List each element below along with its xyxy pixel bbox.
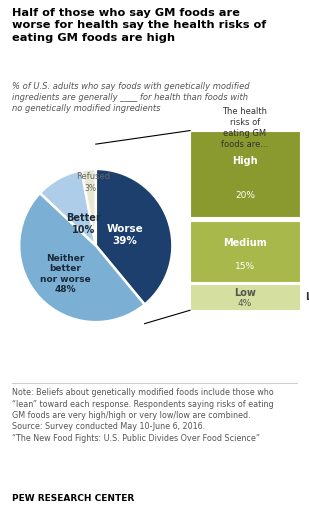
Wedge shape	[40, 170, 96, 246]
Wedge shape	[82, 169, 96, 246]
Text: 4%: 4%	[238, 299, 252, 308]
Text: 20%: 20%	[235, 191, 255, 200]
Text: Better
10%: Better 10%	[67, 213, 101, 235]
Bar	[190, 222, 300, 282]
Text: 15%: 15%	[235, 262, 255, 271]
Bar	[190, 284, 300, 310]
Wedge shape	[19, 193, 145, 322]
Text: Medium: Medium	[223, 238, 267, 248]
Text: 3%: 3%	[84, 184, 96, 193]
Bar	[190, 130, 300, 217]
Text: Note: Beliefs about genetically modified foods include those who
“lean” toward e: Note: Beliefs about genetically modified…	[12, 388, 274, 443]
Text: The health
risks of
eating GM
foods are...: The health risks of eating GM foods are.…	[221, 107, 269, 149]
Text: Refused: Refused	[76, 172, 111, 181]
Text: Low: Low	[234, 288, 256, 298]
Text: Low: Low	[305, 293, 309, 302]
Text: Neither
better
nor worse
48%: Neither better nor worse 48%	[40, 254, 91, 294]
Text: Half of those who say GM foods are
worse for health say the health risks of
eati: Half of those who say GM foods are worse…	[12, 8, 267, 43]
Text: Worse
39%: Worse 39%	[106, 224, 143, 246]
Text: High: High	[232, 156, 258, 166]
Text: PEW RESEARCH CENTER: PEW RESEARCH CENTER	[12, 494, 135, 503]
Wedge shape	[96, 169, 172, 305]
Text: % of U.S. adults who say foods with genetically modified
ingredients are general: % of U.S. adults who say foods with gene…	[12, 82, 250, 113]
